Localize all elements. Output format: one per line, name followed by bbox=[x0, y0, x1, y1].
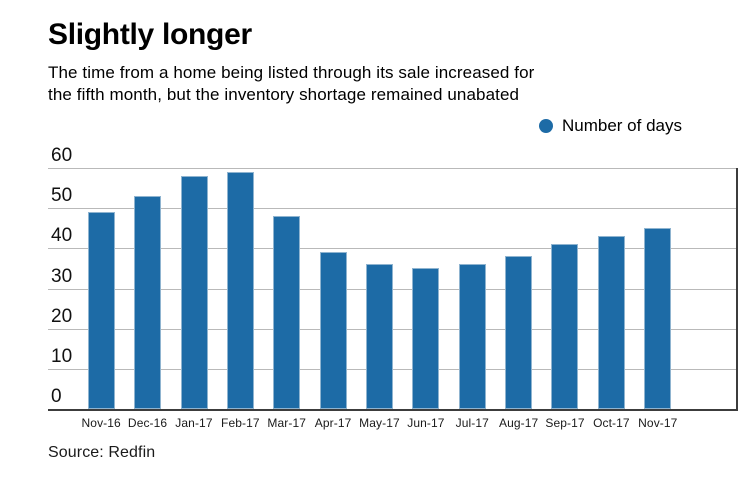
bar-Jan-17 bbox=[180, 176, 208, 409]
bar-Nov-16 bbox=[88, 212, 115, 409]
gridline-40 bbox=[48, 248, 736, 250]
x-tick-label-Jan-17: Jan-17 bbox=[175, 416, 213, 430]
bar-May-17 bbox=[365, 264, 393, 409]
bar-Feb-17 bbox=[226, 172, 254, 409]
x-tick-label-Apr-17: Apr-17 bbox=[314, 416, 352, 430]
chart-subtitle-line1: The time from a home being listed throug… bbox=[48, 63, 535, 82]
y-tick-label-60: 60 bbox=[51, 145, 73, 166]
chart-subtitle: The time from a home being listed throug… bbox=[48, 62, 534, 106]
source-note: Source: Redfin bbox=[48, 444, 156, 461]
y-tick-label-50: 50 bbox=[51, 185, 73, 207]
plot-area: 0 10 20 30 40 50 60 bbox=[48, 145, 738, 411]
y-tick-label-20: 20 bbox=[51, 305, 73, 327]
legend-dot-icon bbox=[539, 119, 553, 133]
x-tick-label-May-17: May-17 bbox=[359, 416, 400, 430]
bar-Jun-17 bbox=[412, 268, 440, 409]
gridline-50 bbox=[48, 208, 736, 210]
bar-Apr-17 bbox=[319, 252, 347, 409]
chart-title: Slightly longer bbox=[48, 18, 252, 51]
x-tick-label-Jun-17: Jun-17 bbox=[407, 416, 445, 430]
x-axis-tick-labels: Nov-16 Dec-16 Jan-17 Feb-17 Mar-17 Apr-17 May-… bbox=[78, 416, 681, 430]
x-tick-label-Nov-16: Nov-16 bbox=[81, 416, 121, 430]
x-tick-label-Aug-17: Aug-17 bbox=[499, 416, 539, 430]
bar-Nov-17 bbox=[643, 228, 671, 409]
bar-Oct-17 bbox=[597, 236, 625, 409]
x-tick-label-Dec-16: Dec-16 bbox=[127, 416, 168, 430]
x-tick-label-Feb-17: Feb-17 bbox=[221, 416, 260, 430]
x-tick-label-Jul-17: Jul-17 bbox=[455, 416, 489, 430]
legend: Number of days bbox=[539, 116, 682, 136]
bar-Dec-16 bbox=[134, 196, 162, 409]
y-tick-label-30: 30 bbox=[51, 265, 73, 287]
x-tick-label-Mar-17: Mar-17 bbox=[267, 416, 307, 430]
legend-label: Number of days bbox=[562, 116, 682, 135]
bar-Aug-17 bbox=[504, 256, 532, 409]
y-tick-label-0: 0 bbox=[51, 386, 62, 407]
bar-Sep-17 bbox=[551, 244, 579, 409]
y-tick-label-10: 10 bbox=[51, 345, 73, 367]
bar-series bbox=[88, 168, 671, 409]
bar-Mar-17 bbox=[273, 216, 301, 409]
x-tick-label-Nov-17: Nov-17 bbox=[638, 416, 678, 430]
x-tick-label-Sep-17: Sep-17 bbox=[545, 416, 585, 430]
x-tick-label-Oct-17: Oct-17 bbox=[593, 416, 630, 430]
y-tick-label-40: 40 bbox=[51, 225, 73, 247]
gridline-60 bbox=[48, 168, 736, 169]
chart-subtitle-line2: the fifth month, but the inventory short… bbox=[48, 85, 520, 104]
bar-Jul-17 bbox=[458, 264, 486, 409]
